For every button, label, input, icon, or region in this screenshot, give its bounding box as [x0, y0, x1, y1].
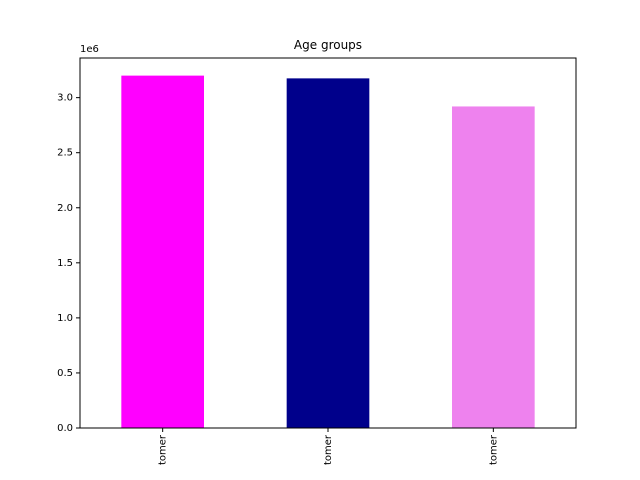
chart-title: Age groups: [294, 38, 362, 52]
bar-2: [452, 106, 535, 428]
bars-group: [121, 75, 535, 429]
y-tick-label-2: 1.0: [57, 313, 73, 324]
x-tick-label-0: tomer: [158, 434, 169, 465]
y-tick-label-1: 0.5: [57, 368, 73, 379]
y-axis-offset-label: 1e6: [80, 44, 99, 55]
x-tick-label-1: tomer: [323, 434, 334, 465]
bar-0: [121, 75, 204, 428]
y-tick-label-0: 0.0: [57, 423, 73, 434]
y-tick-label-6: 3.0: [57, 93, 73, 104]
x-axis-ticks: tomer tomer tomer: [158, 428, 499, 465]
y-tick-label-3: 1.5: [57, 258, 73, 269]
x-tick-label-2: tomer: [488, 434, 499, 465]
y-tick-label-4: 2.0: [57, 203, 73, 214]
plot-frame: [79, 57, 577, 429]
y-tick-label-5: 2.5: [57, 148, 73, 159]
bar-1: [286, 78, 370, 429]
y-axis-ticks: 0.0 0.5 1.0 1.5 2.0 2.5 3.0: [57, 93, 80, 434]
